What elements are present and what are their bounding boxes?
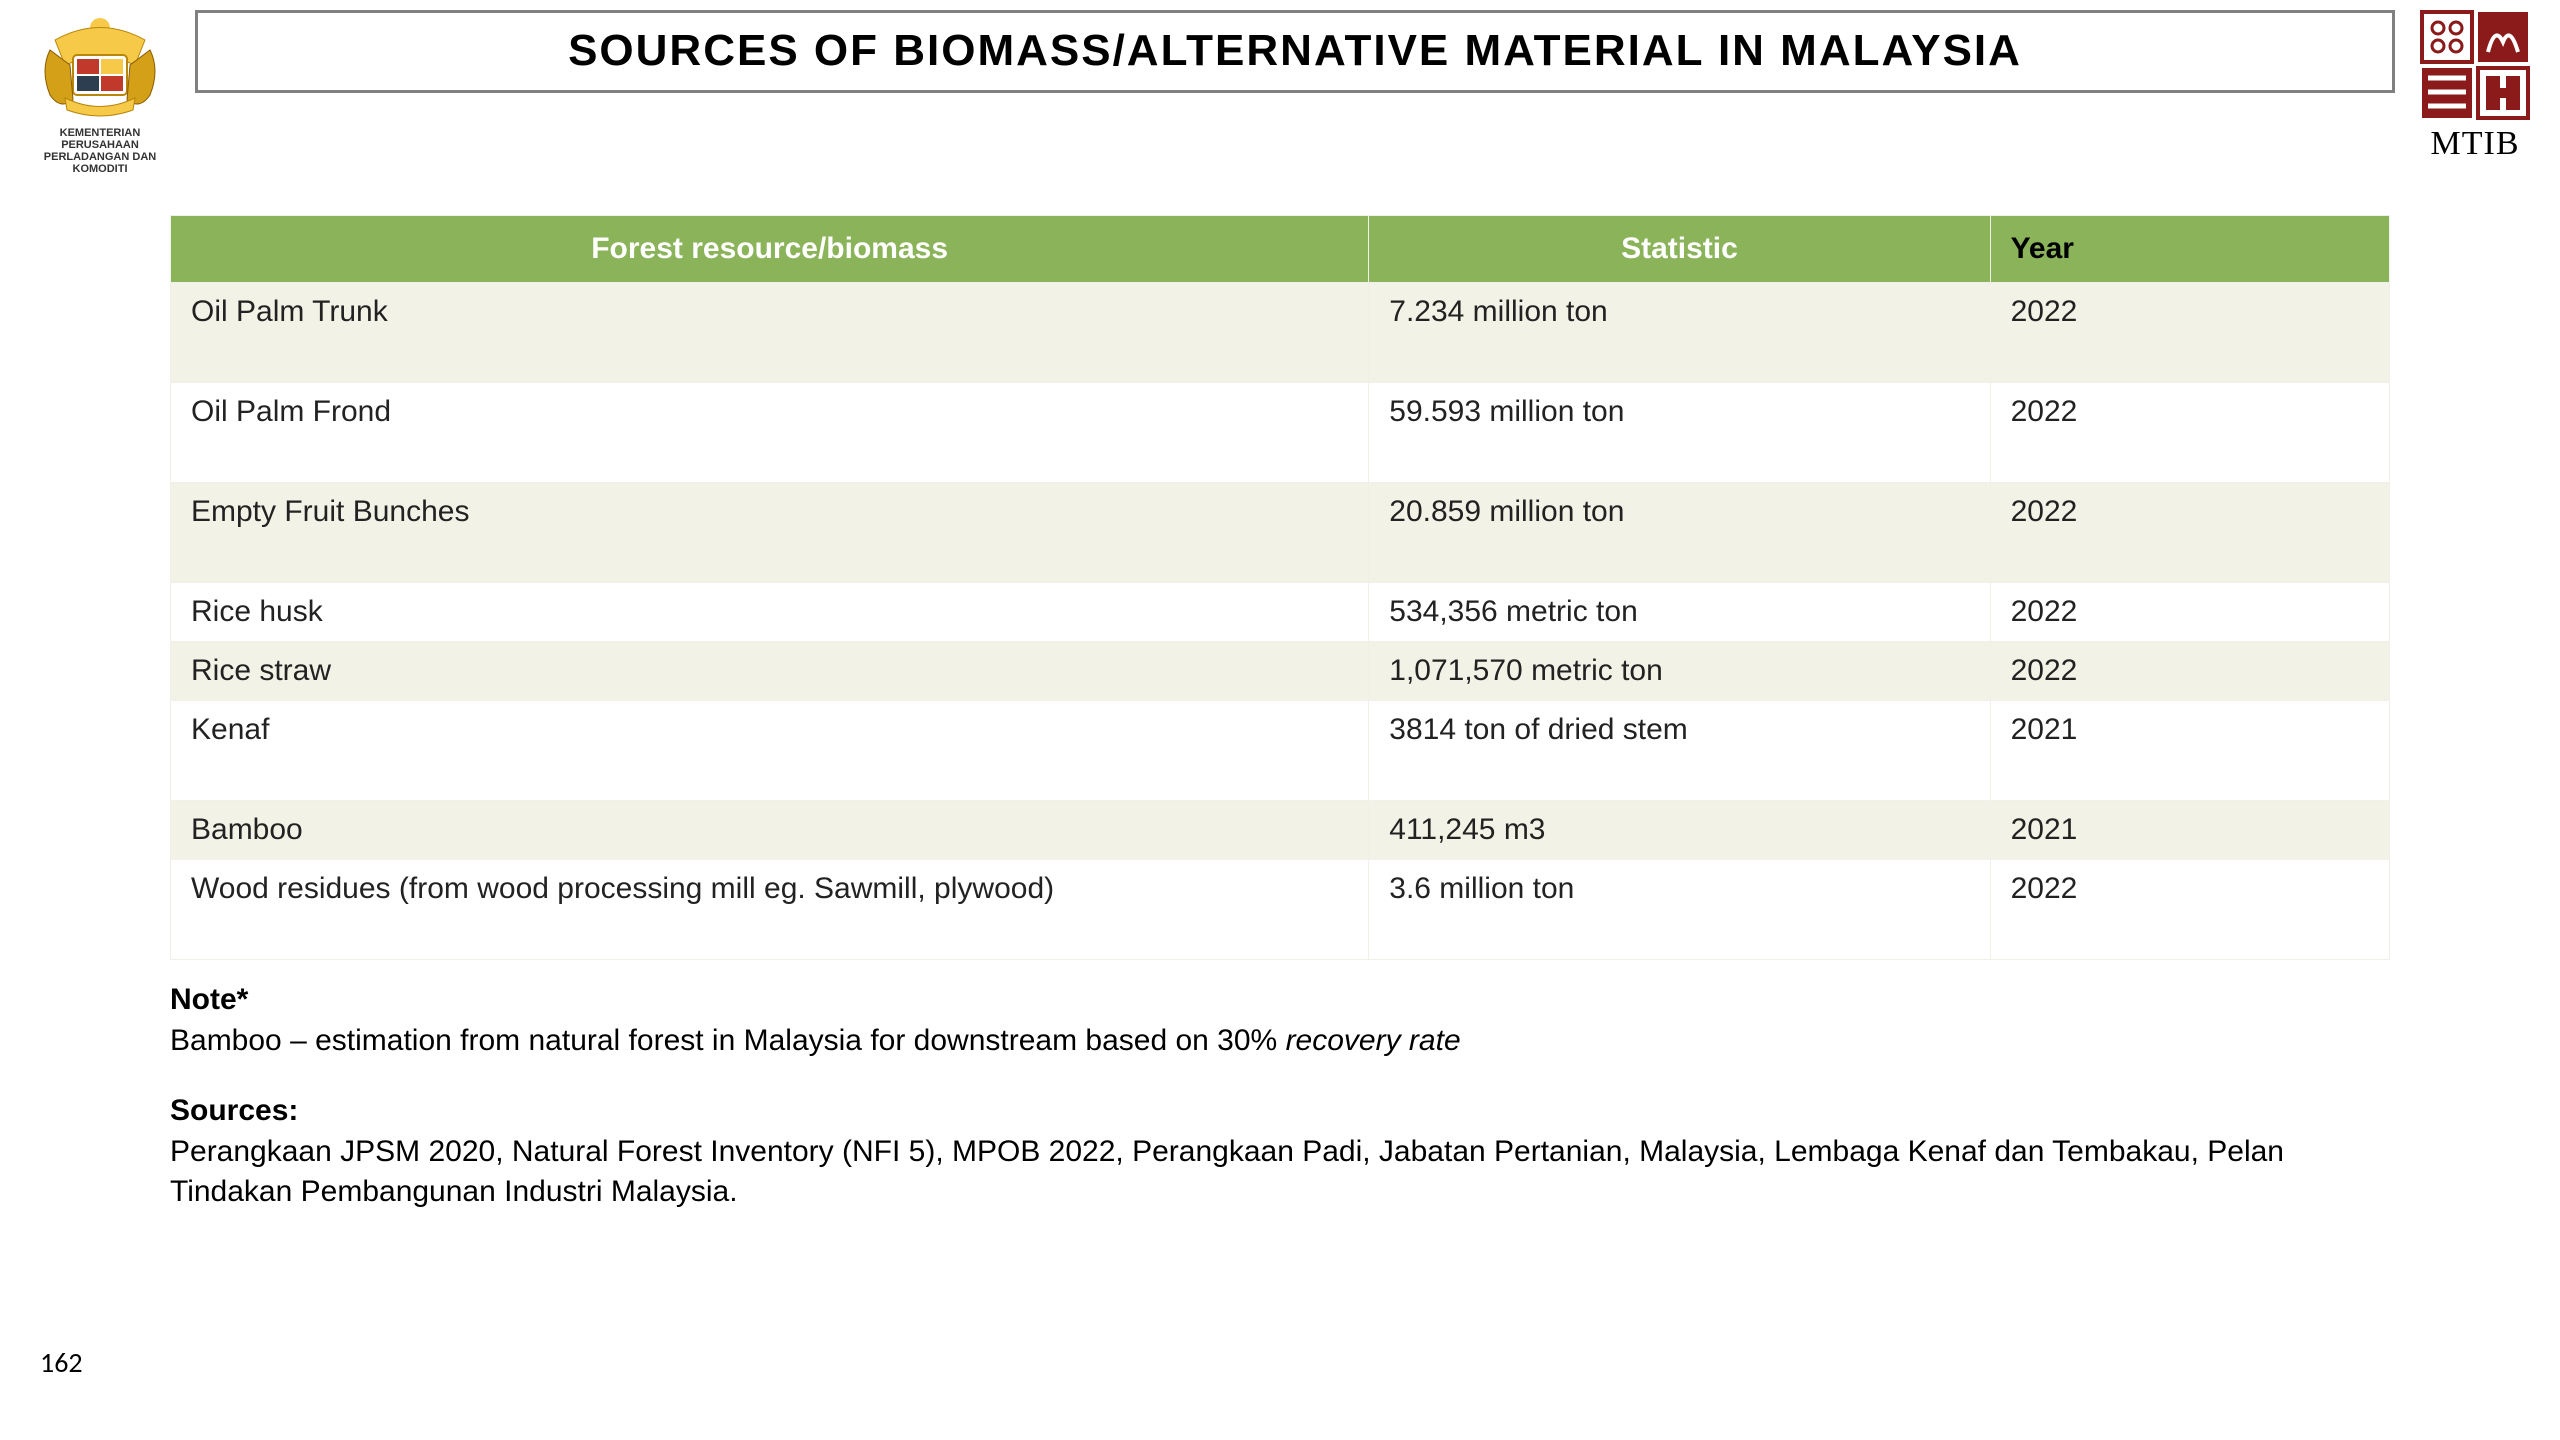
table-row: Bamboo411,245 m32021 — [171, 801, 2390, 860]
table-row: Rice husk534,356 metric ton2022 — [171, 583, 2390, 642]
col-statistic-header: Statistic — [1369, 216, 1990, 283]
sources-text: Perangkaan JPSM 2020, Natural Forest Inv… — [170, 1132, 2390, 1213]
mtib-icon — [2420, 10, 2530, 120]
cell-year: 2022 — [1990, 383, 2389, 483]
cell-statistic: 7.234 million ton — [1369, 283, 1990, 383]
content: Forest resource/biomass Statistic Year O… — [0, 175, 2560, 1213]
cell-year: 2022 — [1990, 283, 2389, 383]
cell-resource: Empty Fruit Bunches — [171, 483, 1369, 583]
ministry-caption: KEMENTERIAN PERUSAHAAN PERLADANGAN DAN K… — [20, 127, 180, 175]
sources-block: Sources: Perangkaan JPSM 2020, Natural F… — [170, 1091, 2390, 1213]
ministry-logo: KEMENTERIAN PERUSAHAAN PERLADANGAN DAN K… — [20, 10, 180, 175]
sources-label: Sources: — [170, 1091, 2390, 1132]
header: KEMENTERIAN PERUSAHAAN PERLADANGAN DAN K… — [0, 0, 2560, 175]
cell-statistic: 1,071,570 metric ton — [1369, 642, 1990, 701]
page-number: 162 — [40, 1345, 83, 1380]
table-row: Empty Fruit Bunches20.859 million ton202… — [171, 483, 2390, 583]
cell-year: 2021 — [1990, 701, 2389, 801]
cell-resource: Oil Palm Frond — [171, 383, 1369, 483]
cell-year: 2022 — [1990, 642, 2389, 701]
note-text: Bamboo – estimation from natural forest … — [170, 1024, 1286, 1057]
cell-resource: Bamboo — [171, 801, 1369, 860]
cell-statistic: 3.6 million ton — [1369, 860, 1990, 960]
cell-resource: Oil Palm Trunk — [171, 283, 1369, 383]
cell-resource: Rice straw — [171, 642, 1369, 701]
cell-resource: Wood residues (from wood processing mill… — [171, 860, 1369, 960]
note-label: Note* — [170, 983, 248, 1016]
table-row: Wood residues (from wood processing mill… — [171, 860, 2390, 960]
cell-year: 2022 — [1990, 483, 2389, 583]
cell-resource: Rice husk — [171, 583, 1369, 642]
table-row: Rice straw1,071,570 metric ton2022 — [171, 642, 2390, 701]
cell-resource: Kenaf — [171, 701, 1369, 801]
cell-year: 2021 — [1990, 801, 2389, 860]
cell-statistic: 59.593 million ton — [1369, 383, 1990, 483]
table-row: Kenaf3814 ton of dried stem2021 — [171, 701, 2390, 801]
cell-statistic: 534,356 metric ton — [1369, 583, 1990, 642]
table-row: Oil Palm Trunk7.234 million ton2022 — [171, 283, 2390, 383]
cell-statistic: 411,245 m3 — [1369, 801, 1990, 860]
note-block: Note* Bamboo – estimation from natural f… — [170, 980, 2390, 1061]
cell-year: 2022 — [1990, 860, 2389, 960]
coat-of-arms-icon — [35, 10, 165, 120]
biomass-table: Forest resource/biomass Statistic Year O… — [170, 215, 2390, 960]
table-header-row: Forest resource/biomass Statistic Year — [171, 216, 2390, 283]
cell-year: 2022 — [1990, 583, 2389, 642]
table-row: Oil Palm Frond 59.593 million ton2022 — [171, 383, 2390, 483]
col-resource-header: Forest resource/biomass — [171, 216, 1369, 283]
mtib-text: MTIB — [2410, 125, 2540, 163]
note-italic: recovery rate — [1286, 1024, 1461, 1057]
page-title: SOURCES OF BIOMASS/ALTERNATIVE MATERIAL … — [218, 25, 2372, 78]
title-box: SOURCES OF BIOMASS/ALTERNATIVE MATERIAL … — [195, 10, 2395, 93]
cell-statistic: 20.859 million ton — [1369, 483, 1990, 583]
col-year-header: Year — [1990, 216, 2389, 283]
cell-statistic: 3814 ton of dried stem — [1369, 701, 1990, 801]
mtib-logo: MTIB — [2410, 10, 2540, 163]
